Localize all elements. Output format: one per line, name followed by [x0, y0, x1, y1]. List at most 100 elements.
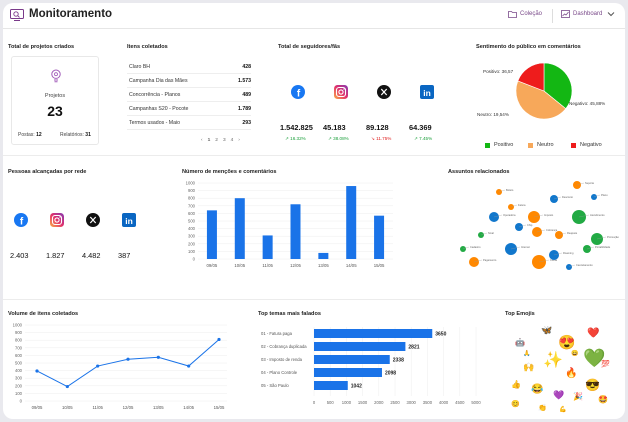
theme-label: 04 - Plano Controle [261, 370, 298, 375]
instagram-icon[interactable] [50, 213, 64, 227]
chevron-down-icon[interactable] [607, 11, 615, 17]
bubble-connector [518, 224, 527, 228]
page-link[interactable]: 2 [215, 138, 218, 143]
monitor-search-icon [10, 9, 24, 21]
x-tick-label: 13/05 [153, 405, 164, 410]
y-tick-label: 800 [15, 338, 23, 343]
y-tick-label: 200 [15, 383, 23, 388]
y-tick-label: 600 [188, 211, 196, 216]
bubble-connector [493, 214, 503, 218]
projects-count: 23 [47, 103, 63, 119]
row-divider-1 [3, 155, 625, 156]
table-row[interactable]: Campanhas S20 - Pocote 1.789 [127, 102, 251, 116]
theme-bar [314, 329, 433, 338]
legend-item: Negativo [571, 142, 602, 148]
bubble-connector [480, 232, 488, 236]
arrow-up-right-icon: ↗ [285, 136, 291, 141]
page-link[interactable]: 1 [207, 138, 211, 143]
reach-value: 4.482 [82, 251, 101, 260]
item-label: Campanhas S20 - Pocote [129, 106, 189, 112]
theme-value: 2338 [393, 358, 404, 364]
x-tick-label: 3000 [407, 400, 417, 405]
x-icon[interactable] [86, 213, 100, 227]
linkedin-icon[interactable]: in [122, 213, 136, 227]
bar [374, 215, 385, 259]
x-tick-label: 11/05 [262, 263, 273, 268]
nav-collection[interactable]: Coleção [508, 10, 542, 18]
facebook-icon[interactable]: f [291, 85, 305, 100]
x-tick-label: 14/05 [183, 405, 194, 410]
svg-text:f: f [20, 217, 24, 227]
table-row[interactable]: Claro BH 428 [127, 60, 251, 74]
y-tick-label: 100 [188, 249, 196, 254]
linkedin-icon[interactable]: in [420, 85, 434, 99]
page-link[interactable]: 3 [222, 138, 226, 143]
x-tick-label: 10/05 [62, 405, 73, 410]
bubble-connector [510, 246, 521, 250]
legend-swatch [485, 142, 490, 148]
emoji: 🔥 [565, 368, 578, 379]
theme-label: 02 - Cobrança duplicada [261, 344, 307, 349]
emoji: 💪 [559, 407, 567, 413]
bar [290, 204, 301, 259]
page-link[interactable]: ‹ [201, 138, 203, 143]
topics-title: Assuntos relacionados [448, 169, 510, 175]
theme-value: 1042 [351, 384, 362, 390]
reports-label: Relatórios: [60, 132, 84, 138]
topic-label: Plano [601, 193, 608, 197]
reach-value: 1.827 [46, 251, 65, 260]
table-row[interactable]: Termos usados - Maio 293 [127, 116, 251, 130]
table-row[interactable]: Concorrência - Planos 489 [127, 88, 251, 102]
items-title: Itens coletados [127, 44, 168, 50]
emoji: 🤩 [598, 395, 608, 404]
facebook-icon[interactable]: f [14, 213, 28, 228]
follower-change-value: 11.75% [376, 136, 392, 141]
page-title: Monitoramento [29, 8, 113, 20]
y-tick-label: 500 [188, 219, 196, 224]
x-tick-label: 11/05 [92, 405, 103, 410]
emoji: 🙏 [523, 351, 531, 357]
table-row[interactable]: Campanha Dia das Mães 1.573 [127, 74, 251, 88]
topic-label: Internet [521, 245, 530, 249]
nav-collection-label: Coleção [520, 11, 543, 17]
emoji: 🎉 [573, 392, 583, 401]
x-tick-label: 5000 [471, 400, 481, 405]
pie-label: Negativo: 45,88% [569, 101, 605, 106]
page-link[interactable]: 4 [230, 138, 234, 143]
topic-label: Imposto [544, 213, 554, 217]
posts-value: 12 [36, 132, 42, 138]
follower-change-value: 7.45% [419, 136, 433, 141]
page-link[interactable]: › [238, 138, 240, 143]
data-point [156, 355, 160, 359]
projects-card: Projetos 23 Postas: 12 Relatórios: 31 [11, 56, 99, 145]
x-icon[interactable] [377, 85, 391, 99]
emoji: 😊 [511, 401, 520, 408]
topic-label: Reajuste [567, 231, 578, 235]
theme-bar [314, 368, 382, 377]
data-point [126, 357, 130, 361]
y-tick-label: 1000 [13, 323, 23, 328]
data-point [65, 384, 69, 389]
bubble-connector [593, 194, 601, 198]
bubble-connector [536, 229, 546, 233]
topics-bubble-chart: Imposto Desconto Atendimento Fatura Plano Cob… [460, 181, 619, 270]
x-tick-label: 1500 [358, 400, 368, 405]
reach-value: 387 [118, 251, 131, 260]
theme-label: 05 - São Paulo [261, 383, 289, 388]
nav-dashboard[interactable]: Dashboard [561, 10, 602, 18]
x-tick-label: 12/05 [290, 263, 301, 268]
reports-stat: Relatórios: 31 [60, 132, 91, 138]
data-point [35, 369, 39, 373]
topic-label: Conta [550, 258, 557, 262]
follower-change: ↗ 16.32% [285, 136, 306, 142]
instagram-icon[interactable] [334, 85, 348, 99]
bubble-connector [538, 259, 550, 263]
projects-title: Total de projetos criados [8, 44, 75, 50]
pie-slice [543, 62, 573, 110]
topic-label: Operadora [503, 213, 516, 217]
emoji: 😂 [531, 384, 544, 395]
x-tick-label: 4500 [455, 400, 465, 405]
y-tick-label: 0 [193, 257, 196, 262]
top-bar: Monitoramento Coleção Dashboard [3, 3, 625, 29]
x-tick-label: 3500 [423, 400, 433, 405]
